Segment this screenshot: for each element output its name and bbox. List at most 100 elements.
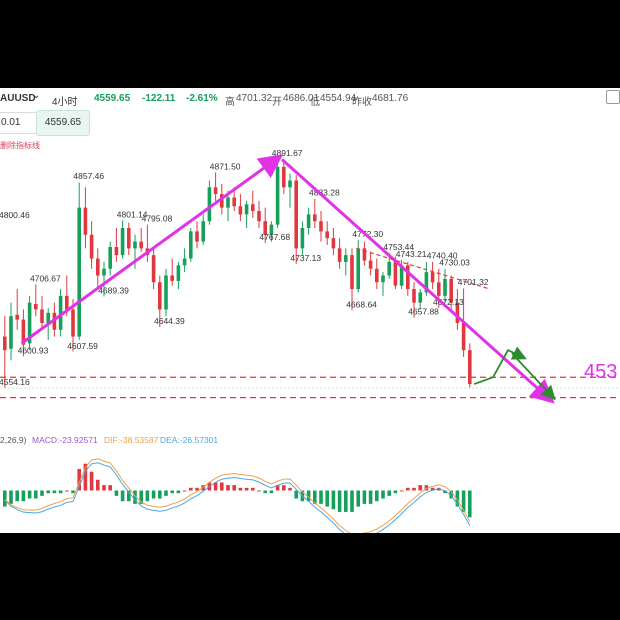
- macd-histogram-bar: [145, 490, 150, 502]
- chevron-down-icon[interactable]: ⌄: [32, 90, 41, 101]
- macd-histogram-bar: [213, 482, 218, 491]
- candle-body: [158, 282, 162, 310]
- macd-histogram-bar: [468, 490, 472, 518]
- order-price-button[interactable]: 4559.65: [36, 110, 90, 136]
- macd-histogram-bar: [418, 485, 422, 491]
- resistance-dashed-line: [356, 247, 491, 290]
- price-annotation: 4730.03: [439, 258, 470, 268]
- timeframe-selector[interactable]: 4小时: [52, 97, 78, 108]
- dif-line: [4, 458, 471, 533]
- macd-histogram-bar: [77, 469, 81, 491]
- candle-body: [195, 231, 199, 242]
- macd-histogram-bar: [139, 490, 143, 504]
- candle-body: [176, 265, 181, 281]
- candle-body: [83, 207, 88, 235]
- candle-body: [40, 309, 44, 323]
- candle-body: [182, 258, 187, 266]
- candle-body: [21, 319, 26, 345]
- candle-body: [381, 275, 385, 283]
- macd-histogram-bar: [362, 490, 367, 504]
- macd-histogram-bar: [195, 487, 199, 491]
- prev-close-value: 4681.76: [372, 93, 409, 104]
- candle-body: [244, 204, 249, 215]
- symbol-name[interactable]: AUUSD: [0, 93, 36, 104]
- macd-histogram-bar: [15, 490, 19, 502]
- candle-body: [430, 272, 435, 283]
- macd-histogram-bar: [232, 485, 236, 491]
- price-annotation: 4672.13: [433, 297, 464, 307]
- macd-histogram-bar: [176, 490, 181, 494]
- macd-histogram-bar: [263, 490, 267, 494]
- delete-indicator-link[interactable]: 删除指标线: [0, 141, 40, 150]
- macd-histogram-bar: [3, 490, 7, 507]
- candle-body: [412, 289, 416, 303]
- macd-histogram-bar: [344, 490, 348, 512]
- macd-histogram-bar: [102, 485, 106, 491]
- candle-body: [455, 302, 460, 323]
- candle-body: [226, 197, 230, 208]
- last-price: 4559.65: [94, 93, 131, 104]
- candle-body: [461, 323, 466, 351]
- dea-line: [4, 462, 471, 533]
- macd-histogram-bar: [34, 490, 38, 499]
- price-annotation: 4668.64: [346, 299, 377, 309]
- candle-body: [220, 194, 224, 208]
- candle-body: [288, 180, 292, 188]
- macd-histogram-bar: [455, 490, 460, 507]
- macd-histogram-bar: [40, 490, 44, 496]
- candle-body: [356, 248, 360, 290]
- macd-histogram-bar: [381, 490, 385, 499]
- macd-histogram-bar: [46, 490, 50, 494]
- high-value: 4701.32: [236, 93, 273, 104]
- downtrend-arrow: [280, 158, 555, 404]
- candle-body: [133, 241, 137, 249]
- candle-body: [114, 247, 119, 256]
- macd-histogram-bar: [331, 490, 336, 510]
- candle-body: [213, 187, 218, 195]
- dif-value: DIF:-38.53587: [104, 435, 159, 445]
- macd-histogram-bar: [220, 482, 224, 491]
- macd-histogram-bar: [251, 487, 255, 491]
- price-annotation: 4554.16: [0, 377, 30, 387]
- macd-histogram-bar: [350, 490, 354, 512]
- macd-histogram-bar: [443, 490, 447, 494]
- price-annotation: 4737.13: [290, 253, 321, 263]
- dea-value: DEA:-26.57301: [160, 435, 218, 445]
- macd-histogram-bar: [170, 490, 174, 494]
- macd-histogram-bar: [325, 490, 329, 507]
- candle-body: [207, 187, 212, 222]
- macd-histogram-bar: [275, 485, 280, 491]
- candle-body: [164, 275, 168, 310]
- price-change: -122.11: [142, 93, 176, 104]
- macd-histogram-bar: [282, 485, 286, 491]
- low-label: 低: [310, 97, 320, 108]
- price-annotation: 4644.39: [154, 316, 185, 326]
- projection-path-up: [473, 346, 527, 385]
- macd-histogram-bar: [9, 490, 13, 504]
- macd-histogram-bar: [387, 490, 391, 496]
- macd-histogram-bar: [158, 490, 162, 499]
- candle-body: [139, 241, 143, 249]
- price-annotation: 4801.14: [117, 209, 148, 219]
- candle-body: [300, 228, 305, 249]
- candle-body: [368, 260, 373, 269]
- prev-close-label: 昨收: [352, 97, 372, 108]
- macd-histogram-bar: [127, 490, 131, 502]
- candle-body: [151, 255, 156, 283]
- open-label: 开: [272, 97, 282, 108]
- price-annotation: 4706.67: [30, 274, 61, 284]
- candle-body: [393, 261, 398, 286]
- candle-body: [201, 221, 205, 242]
- candle-body: [437, 282, 441, 296]
- candle-body: [406, 265, 410, 290]
- price-annotation: 4772.30: [352, 229, 383, 239]
- candle-body: [232, 197, 236, 207]
- macd-histogram-bar: [89, 471, 94, 491]
- candle-body: [46, 312, 50, 323]
- macd-histogram-bar: [133, 490, 137, 504]
- macd-histogram-bar: [244, 487, 249, 491]
- macd-histogram-bar: [399, 490, 404, 492]
- macd-histogram-bar: [120, 490, 125, 502]
- macd-histogram-bar: [257, 490, 261, 492]
- macd-histogram-bar: [313, 490, 317, 504]
